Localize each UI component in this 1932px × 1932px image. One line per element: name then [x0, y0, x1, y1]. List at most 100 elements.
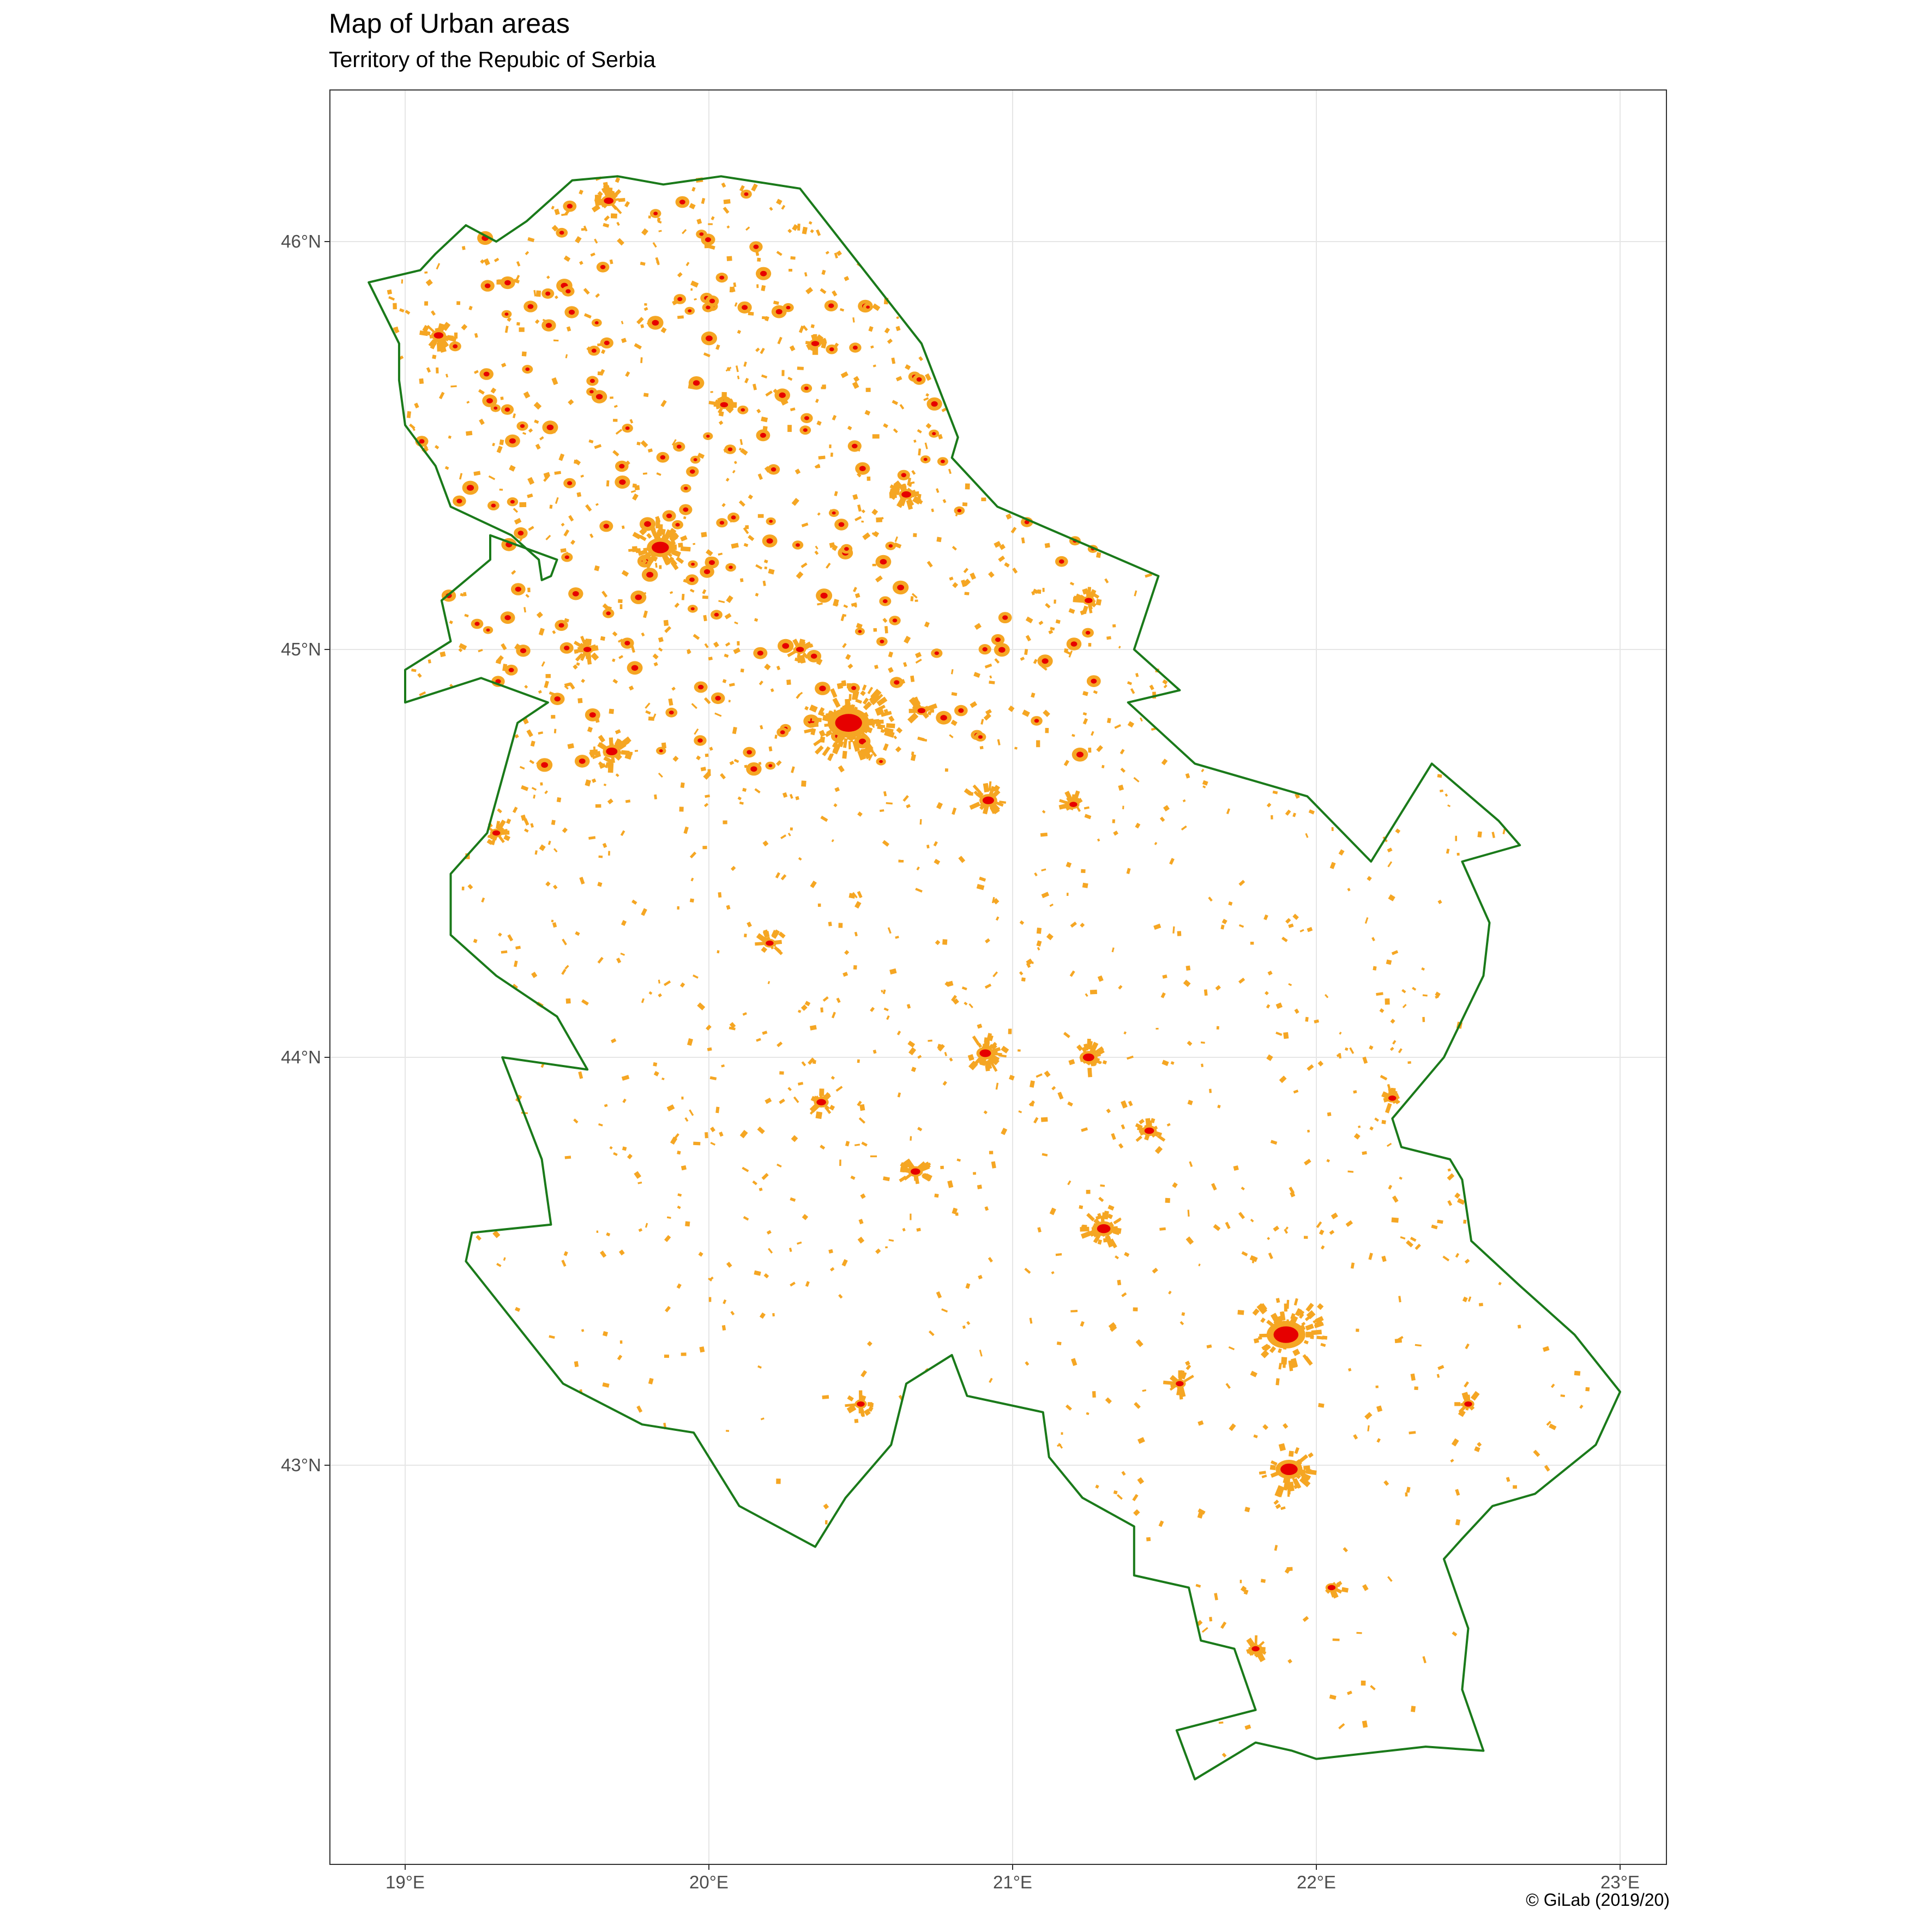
town-core [852, 443, 858, 449]
urban-area-patch [998, 555, 1006, 562]
urban-area-patch [478, 649, 483, 653]
town-core [804, 416, 809, 420]
town-core [1059, 559, 1064, 564]
urban-area-patch [1316, 1303, 1324, 1310]
urban-area-patch [829, 444, 832, 448]
urban-area-patch [663, 619, 669, 627]
urban-area-patch [514, 960, 518, 967]
city-urban-patch [635, 548, 641, 553]
urban-area-patch [567, 743, 574, 749]
city-urban-patch [818, 730, 826, 737]
city-urban-patch [875, 694, 883, 701]
urban-area-patch [434, 445, 440, 449]
urban-area-patch [1168, 1290, 1172, 1295]
urban-area-patch [1275, 1031, 1283, 1036]
urban-area-patch [683, 516, 687, 520]
urban-area-patch [1491, 832, 1495, 839]
town-core [559, 231, 564, 235]
urban-area-patch [1019, 920, 1025, 925]
urban-area-patch [885, 1246, 888, 1249]
urban-area-patch [666, 1104, 675, 1112]
urban-area-patch [728, 700, 731, 703]
urban-area-patch [1402, 1003, 1407, 1008]
town-core [998, 647, 1006, 653]
urban-area-patch [1373, 966, 1377, 971]
town-core [747, 750, 752, 755]
city-urban-patch [580, 635, 587, 646]
town-core [719, 521, 725, 525]
town-core [715, 696, 721, 701]
urban-area-patch [640, 440, 648, 448]
urban-area-patch [1369, 1126, 1374, 1131]
urban-area-patch [832, 1012, 836, 1019]
city-urban-patch [984, 1061, 990, 1072]
urban-area-patch [616, 958, 622, 964]
town-core [1034, 719, 1039, 723]
city-urban-patch [678, 543, 683, 548]
urban-area-patch [1066, 862, 1072, 868]
urban-area-patch [1019, 971, 1024, 976]
urban-area-patch [886, 1015, 890, 1020]
urban-area-patch [951, 995, 957, 1002]
urban-area-patch [816, 420, 822, 426]
city-urban-patch [650, 555, 658, 562]
city-urban-patch [842, 750, 847, 759]
urban-area-patch [501, 363, 507, 368]
town-core [851, 686, 857, 690]
city-core [979, 1049, 991, 1057]
urban-area-patch [705, 1132, 708, 1139]
city-urban-patch [826, 730, 833, 736]
urban-area-patch [1375, 1385, 1379, 1388]
urban-area-patch [787, 833, 791, 836]
urban-area-patch [708, 1297, 712, 1302]
urban-area-patch [942, 499, 947, 503]
urban-area-patch [823, 1503, 829, 1509]
urban-area-patch [1009, 1074, 1015, 1081]
urban-area-patch [911, 470, 916, 475]
urban-area-patch [556, 797, 562, 803]
urban-area-patch [838, 923, 843, 928]
urban-area-patch [1206, 1344, 1212, 1349]
urban-area-patch [1163, 805, 1170, 812]
city-urban-patch [1135, 1135, 1142, 1142]
urban-area-patch [576, 492, 582, 497]
town-core [693, 458, 697, 461]
urban-area-patch [1032, 588, 1038, 594]
city-urban-patch [824, 1106, 832, 1114]
urban-area-patch [1070, 1310, 1078, 1313]
urban-area-patch [1273, 1499, 1279, 1505]
city-urban-patch [988, 781, 992, 791]
urban-area-patch [1392, 1040, 1397, 1045]
city-urban-patch [1298, 1454, 1309, 1464]
urban-area-patch [612, 450, 619, 457]
urban-area-patch [393, 326, 399, 330]
urban-area-patch [924, 442, 928, 449]
urban-area-patch [393, 303, 397, 310]
urban-area-patch [980, 719, 984, 725]
urban-area-patch [1347, 888, 1351, 892]
urban-area-patch [928, 1039, 932, 1042]
urban-area-patch [1051, 1271, 1055, 1274]
urban-area-patch [581, 228, 586, 231]
urban-area-patch [579, 261, 583, 265]
urban-area-patch [636, 442, 641, 446]
urban-area-patch [706, 1025, 712, 1031]
urban-area-patch [961, 986, 967, 991]
urban-area-patch [1329, 862, 1336, 869]
urban-area-patch [606, 480, 610, 487]
urban-area-patch [1253, 1434, 1258, 1439]
urban-area-patch [1228, 901, 1233, 906]
urban-area-patch [1121, 1100, 1128, 1109]
town-core [880, 640, 884, 643]
urban-area-patch [739, 801, 744, 805]
urban-area-patch [544, 790, 548, 795]
city-urban-patch [648, 557, 655, 563]
city-urban-patch [646, 561, 653, 569]
urban-area-patch [1177, 931, 1182, 936]
urban-area-patch [1112, 624, 1116, 628]
urban-area-patch [961, 579, 967, 587]
city-urban-patch [1259, 1471, 1266, 1475]
urban-area-patch [733, 461, 737, 465]
urban-area-patch [1406, 1240, 1413, 1248]
urban-area-patch [1422, 994, 1428, 997]
